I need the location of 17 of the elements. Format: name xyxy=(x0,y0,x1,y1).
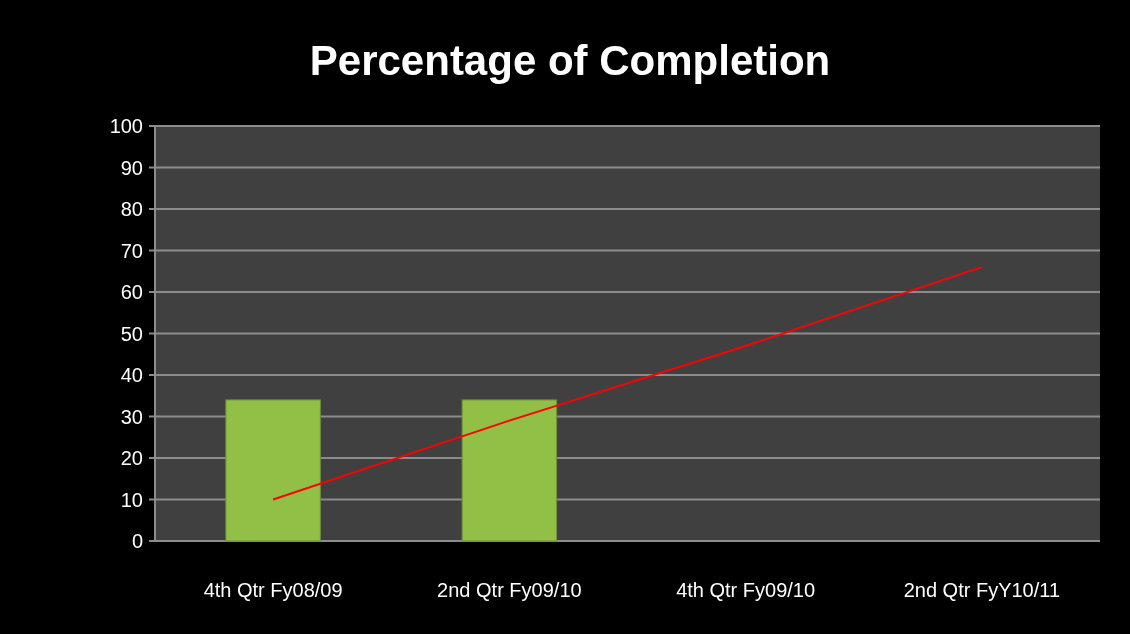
y-tick-label: 10 xyxy=(120,488,143,511)
y-tick-label: 0 xyxy=(131,530,143,552)
x-tick-label: 4th Qtr Fy08/09 xyxy=(203,579,343,601)
y-tick-label: 100 xyxy=(109,115,143,137)
y-tick-label: 80 xyxy=(120,198,143,220)
x-tick-label: 4th Qtr Fy09/10 xyxy=(676,579,816,601)
line-series xyxy=(272,266,983,501)
y-tick-label: 30 xyxy=(120,405,143,428)
x-tick-label: 2nd Qtr FyY10/11 xyxy=(903,579,1061,601)
y-tick-label: 40 xyxy=(120,364,143,386)
y-tick-label: 50 xyxy=(120,322,143,345)
y-tick-label: 90 xyxy=(120,156,143,179)
chart-title: Percentage of Completion xyxy=(309,37,831,84)
y-tick-label: 60 xyxy=(120,281,143,303)
x-tick-label: 2nd Qtr Fy09/10 xyxy=(437,579,582,601)
y-tick-label: 70 xyxy=(120,239,143,262)
y-tick-label: 20 xyxy=(120,447,143,469)
